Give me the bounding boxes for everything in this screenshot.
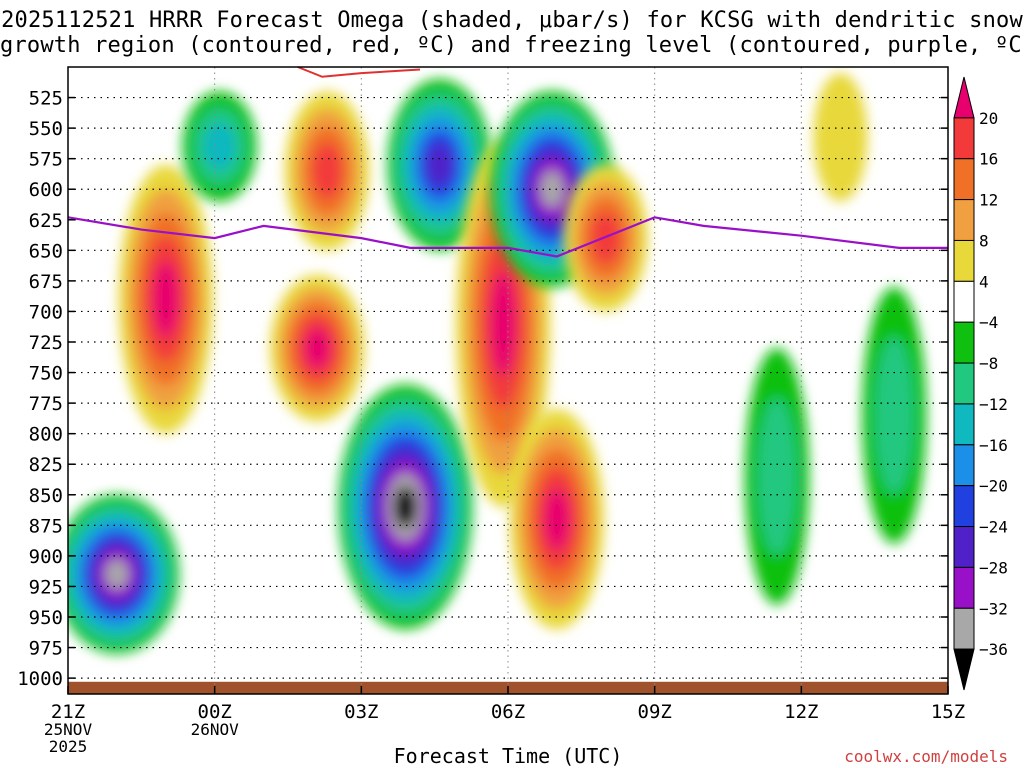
omega-contour-level [591,212,621,264]
colorbar-cell [953,321,975,364]
colorbar: 20 16 12 8 4 −4 −8 −12 −16 −20 −24 −28 −32 −36 [953,76,1008,691]
x-tick-label: 06Z [491,701,525,723]
colorbar-cell [953,403,975,446]
omega-contour-level [757,397,797,556]
omega-contour-level [105,559,129,590]
x-axis-label: Forecast Time (UTC) [393,744,623,768]
x-date-label: 26NOV [191,720,240,739]
colorbar-label: 16 [979,150,998,169]
omega-contour-level [813,73,868,202]
colorbar-label: −16 [979,436,1008,455]
colorbar-label: −12 [979,395,1008,414]
x-tick-label: 12Z [784,701,818,723]
y-tick-label: 925 [29,576,63,598]
colorbar-cell [953,607,975,650]
colorbar-label: −36 [979,640,1008,659]
omega-contour-level [203,122,236,171]
colorbar-label: −20 [979,477,1008,496]
y-tick-label: 1000 [17,668,63,690]
omega-contour-level [303,327,331,370]
y-tick-label: 875 [29,515,63,537]
y-tick-label: 900 [29,546,63,568]
colorbar-cell [953,117,975,160]
y-tick-label: 975 [29,638,63,660]
chart-title-line-2: growth region (contoured, red, ºC) and f… [0,33,1024,58]
omega-contour-level [540,171,564,208]
omega-cell-6 [338,384,473,630]
y-axis: 525 550 575 600 625 650 675 700 725 750 775 800 825 8… [17,88,948,690]
credit-link[interactable]: coolwx.com/models [844,747,1008,766]
omega-cell-11 [563,164,648,312]
y-tick-label: 750 [29,363,63,385]
omega-contour-level [874,336,914,495]
omega-contour-level [489,271,517,377]
omega-cell-14 [813,73,868,202]
colorbar-label: 20 [979,109,998,128]
x-date-label: 2025 [49,737,88,756]
omega-cell-13 [862,287,927,544]
omega-cell-4 [285,91,370,251]
omega-cell-2 [182,91,257,202]
x-date-label: 25NOV [44,720,93,739]
colorbar-cell [953,444,975,487]
omega-cell-3 [68,494,179,654]
chart-title-line-1: 2025112521 HRRR Forecast Omega (shaded, … [1,8,1023,33]
colorbar-cell [953,158,975,201]
colorbar-arrow-top [953,76,975,119]
colorbar-label: 8 [979,231,989,250]
y-tick-label: 525 [29,88,63,110]
colorbar-cell [953,239,975,282]
omega-cell-10 [509,409,604,630]
y-tick-label: 700 [29,301,63,323]
y-tick-label: 600 [29,179,63,201]
omega-contour-level [543,487,571,551]
colorbar-cell [953,566,975,609]
colorbar-label: −24 [979,518,1008,537]
omega-field [68,73,927,654]
omega-contour-level [312,143,342,199]
colorbar-label: −28 [979,558,1008,577]
x-tick-label: 21Z [51,701,85,723]
y-tick-label: 625 [29,210,63,232]
colorbar-cell [953,199,975,241]
x-tick-label: 09Z [638,701,672,723]
colorbar-label: −4 [979,313,998,332]
omega-contour-level [152,260,180,338]
y-tick-label: 575 [29,149,63,171]
x-tick-label: 00Z [198,701,232,723]
y-tick-label: 550 [29,118,63,140]
omega-cell-5 [270,274,365,422]
colorbar-label: −8 [979,354,998,373]
dgz-contour-line [297,66,421,78]
colorbar-cell [953,485,975,528]
colorbar-cell [953,526,975,568]
y-tick-label: 675 [29,271,63,293]
colorbar-cell [953,362,975,405]
omega-contour-level [426,144,453,186]
freezing-level-line [67,216,948,258]
colorbar-label: 12 [979,191,998,210]
y-tick-label: 825 [29,454,63,476]
y-tick-label: 950 [29,607,63,629]
y-tick-label: 850 [29,485,63,507]
x-tick-label: 03Z [344,701,378,723]
colorbar-arrow-bottom [953,648,975,691]
y-tick-label: 775 [29,393,63,415]
colorbar-cell [953,280,975,323]
x-tick-label: 15Z [931,701,965,723]
colorbar-label: −32 [979,599,1008,618]
omega-contour-level [394,486,417,528]
omega-cell-1 [118,164,213,434]
y-tick-label: 650 [29,240,63,262]
omega-cell-7 [387,79,492,251]
y-tick-label: 725 [29,332,63,354]
y-tick-label: 800 [29,424,63,446]
colorbar-label: 4 [979,272,989,291]
omega-cell-12 [744,348,809,605]
grid-lines [68,67,948,694]
